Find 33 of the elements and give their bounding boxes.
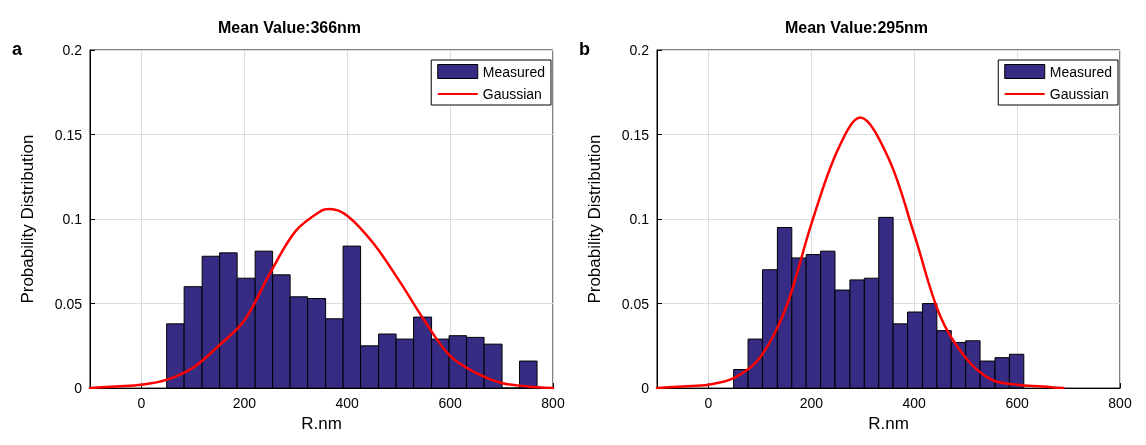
x-axis-title: R.nm — [301, 414, 342, 433]
y-tick-label: 0.15 — [621, 126, 650, 143]
y-tick-label: 0.2 — [62, 42, 83, 58]
x-tick-label: 200 — [799, 395, 824, 412]
y-tick-label: 0.05 — [621, 295, 650, 312]
x-tick-label: 600 — [438, 395, 462, 412]
y-tick-label: 0 — [74, 380, 83, 397]
x-tick-label: 600 — [1005, 395, 1029, 412]
legend-label: Gaussian — [482, 86, 542, 102]
x-tick-label: 0 — [137, 395, 146, 412]
x-tick-label: 400 — [902, 395, 927, 412]
y-tick-label: 0.1 — [62, 211, 83, 228]
y-tick-label: 0 — [641, 380, 650, 397]
y-axis-title: Probability Distribution — [18, 134, 37, 304]
y-tick-label: 0.1 — [629, 211, 650, 228]
x-tick-label: 800 — [541, 395, 565, 412]
chart-title: Mean Value:366nm — [217, 18, 362, 36]
legend-label: Measured — [1049, 63, 1113, 80]
legend-label: Gaussian — [1049, 86, 1109, 102]
x-tick-label: 200 — [232, 395, 257, 412]
legend-label: Measured — [482, 63, 546, 80]
text: a — [12, 39, 23, 59]
x-axis-title: R.nm — [868, 414, 909, 433]
y-tick-label: 0.05 — [54, 295, 83, 312]
x-tick-label: 800 — [1108, 395, 1132, 412]
y-tick-label: 0.15 — [54, 126, 83, 143]
line-series — [655, 116, 1065, 390]
y-tick-label: 0.2 — [629, 42, 650, 58]
y-axis-title: Probability Distribution — [585, 134, 604, 304]
x-tick-label: 400 — [335, 395, 360, 412]
x-tick-label: 0 — [704, 395, 713, 412]
chart-title: Mean Value:295nm — [784, 18, 929, 36]
text: b — [579, 39, 590, 59]
